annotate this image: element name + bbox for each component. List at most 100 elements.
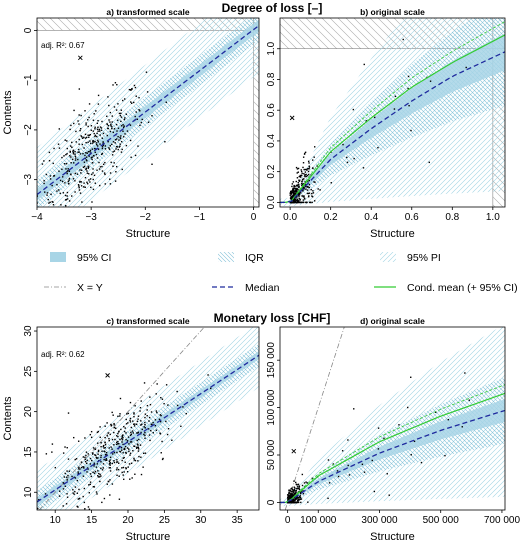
data-point xyxy=(146,404,149,407)
data-point xyxy=(86,172,89,174)
data-point xyxy=(105,459,108,461)
data-point xyxy=(89,433,92,436)
data-point xyxy=(78,114,80,116)
data-point xyxy=(300,182,303,185)
data-point xyxy=(67,168,69,170)
data-point xyxy=(108,460,111,463)
data-point xyxy=(89,463,92,465)
data-point xyxy=(62,505,64,507)
data-point xyxy=(123,448,125,450)
data-point xyxy=(87,506,90,508)
data-point xyxy=(80,114,82,117)
data-point xyxy=(99,436,101,439)
data-point xyxy=(122,130,124,132)
data-point xyxy=(85,152,87,154)
data-point xyxy=(78,138,80,141)
data-point xyxy=(77,471,79,473)
data-point xyxy=(97,119,99,122)
data-point xyxy=(94,454,96,456)
data-point xyxy=(89,481,92,483)
data-point xyxy=(96,135,98,138)
data-point xyxy=(295,201,298,204)
data-point xyxy=(81,136,83,138)
data-point xyxy=(298,185,300,187)
data-point xyxy=(447,418,450,421)
data-point xyxy=(301,184,303,187)
data-point xyxy=(296,188,298,191)
data-point xyxy=(53,175,56,177)
data-point xyxy=(106,123,109,126)
data-point xyxy=(148,416,151,419)
data-point xyxy=(101,165,103,168)
data-point xyxy=(72,158,74,161)
x-tick-label: 25 xyxy=(159,515,171,526)
data-point xyxy=(119,413,121,415)
data-point xyxy=(302,187,304,189)
data-point xyxy=(311,159,314,161)
data-point xyxy=(363,63,365,66)
data-point xyxy=(117,415,119,418)
panel-2: b) original scale 0.0 0.2 0.4 0.6 0.8 1.0 0.0 0.… xyxy=(266,7,506,240)
data-point xyxy=(58,495,61,497)
data-point xyxy=(287,499,289,502)
data-point xyxy=(106,134,109,137)
data-point xyxy=(76,492,79,494)
y-tick-label: 50 000 xyxy=(266,439,277,470)
data-point xyxy=(71,475,73,478)
data-point xyxy=(87,468,89,470)
data-point xyxy=(137,415,140,417)
data-point xyxy=(91,173,93,176)
data-point xyxy=(160,414,162,417)
data-point xyxy=(94,470,97,473)
data-point xyxy=(111,483,114,485)
data-point xyxy=(289,490,292,492)
data-point xyxy=(43,160,45,162)
data-point xyxy=(306,168,308,171)
data-point xyxy=(292,194,295,196)
data-point xyxy=(84,137,87,139)
data-point xyxy=(87,141,89,143)
data-point xyxy=(96,169,98,171)
data-point xyxy=(68,177,71,180)
data-point xyxy=(341,450,344,452)
data-point xyxy=(94,128,96,130)
data-point xyxy=(107,480,110,483)
data-point xyxy=(116,138,118,140)
data-point xyxy=(159,420,162,423)
outlier-marker xyxy=(289,115,295,121)
data-point xyxy=(96,457,98,459)
data-point xyxy=(307,195,310,198)
data-point xyxy=(72,151,75,154)
data-point xyxy=(303,198,306,200)
data-point xyxy=(92,141,95,143)
data-point xyxy=(295,199,297,202)
data-point xyxy=(303,195,305,197)
data-point xyxy=(128,88,131,91)
data-point xyxy=(133,101,135,104)
data-point xyxy=(461,426,463,428)
data-point xyxy=(296,190,298,193)
data-point xyxy=(77,498,80,500)
data-point xyxy=(111,448,113,450)
data-point xyxy=(94,140,96,143)
data-point xyxy=(124,461,126,463)
data-point xyxy=(292,198,295,201)
data-point xyxy=(297,189,299,191)
panel-1: a) transformed scale adj. R²: 0.67 −4 −3 −2 −… xyxy=(2,7,260,240)
data-point xyxy=(120,140,123,143)
data-point xyxy=(123,478,125,481)
data-point xyxy=(127,422,129,424)
data-point xyxy=(129,478,131,480)
data-point xyxy=(296,499,299,502)
data-point xyxy=(117,432,119,435)
data-point xyxy=(71,146,73,148)
data-point xyxy=(296,168,299,170)
data-point xyxy=(45,453,48,455)
data-point xyxy=(64,485,67,487)
data-point xyxy=(134,154,137,157)
data-point xyxy=(98,168,101,170)
data-point xyxy=(120,446,123,449)
data-point xyxy=(97,449,100,452)
data-point xyxy=(93,174,96,177)
data-point xyxy=(64,446,66,448)
